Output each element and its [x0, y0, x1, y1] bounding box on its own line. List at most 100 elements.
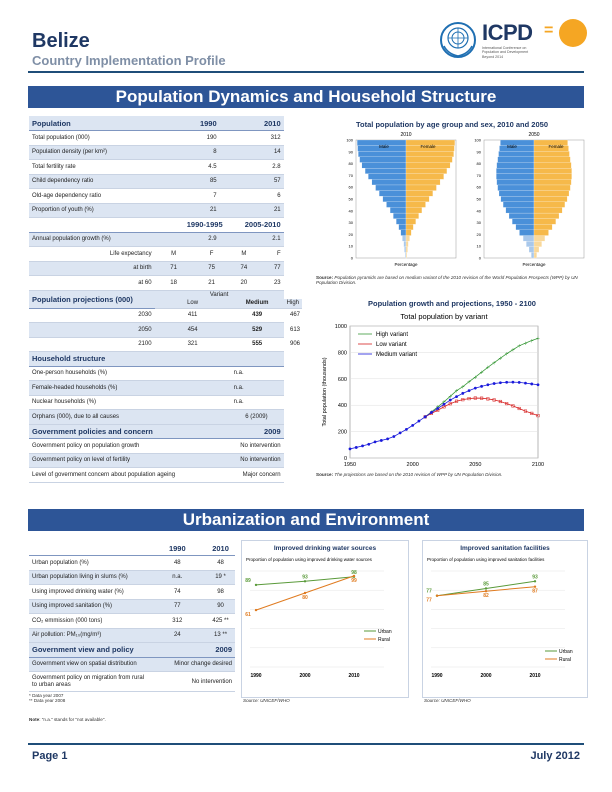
row-value: Minor change desired: [148, 657, 235, 672]
series-marker: [303, 580, 307, 583]
age-tick-label: 40: [477, 208, 482, 213]
age-tick-label: 30: [349, 220, 354, 225]
series-marker: +: [454, 388, 458, 394]
col-low: Low: [154, 299, 231, 309]
icpd-logo: ICPD = International Conference on Popul…: [438, 16, 590, 64]
row-value: No intervention: [230, 453, 284, 468]
male-bar: [500, 196, 535, 202]
series-marker: [511, 404, 515, 408]
section-title-population: Population Dynamics and Household Struct…: [28, 86, 584, 108]
series-marker: [435, 594, 439, 597]
legend-label: Rural: [559, 657, 571, 663]
female-bar: [405, 139, 455, 146]
female-bar: [533, 224, 553, 231]
series-marker: [492, 398, 496, 402]
series-marker: [448, 402, 452, 406]
row-value: 21: [192, 275, 231, 291]
female-bar: [533, 207, 563, 214]
period-header: 2005-2010: [230, 217, 284, 233]
y-tick-label: 1000: [335, 324, 347, 330]
source-label: Source:: [316, 472, 334, 477]
series-marker: +: [530, 338, 534, 344]
row-label: Urban population (%): [29, 555, 149, 571]
pyramid-source: Source: Population pyramids are based on…: [316, 275, 586, 285]
y-tick-label: 400: [338, 403, 347, 409]
series-marker: +: [442, 400, 446, 406]
x-tick-label: 2000: [480, 673, 491, 679]
age-tick-label: 60: [349, 185, 354, 190]
male-bar: [496, 173, 535, 180]
age-tick-label: 10: [477, 244, 482, 249]
row-value: 24: [148, 628, 207, 643]
row-label: Air pollution: PM₁₀(mg/m³): [29, 628, 149, 643]
age-tick-label: 50: [477, 197, 482, 202]
row-value: 74: [230, 261, 258, 276]
female-bar: [533, 212, 560, 219]
data-label: 98: [351, 570, 357, 576]
age-tick-label: 60: [477, 185, 482, 190]
chart-subtitle: Proportion of population using improved …: [427, 557, 545, 562]
row-value: 77: [148, 599, 207, 614]
legend-label: High variant: [376, 332, 408, 338]
population-table: Population 1990 2010 Total population (0…: [29, 116, 302, 483]
proj-low: 454: [154, 322, 231, 338]
series-marker: [367, 442, 371, 446]
row-value: 312: [230, 130, 284, 146]
chart-subtitle: Proportion of population using improved …: [246, 557, 373, 562]
series-marker: [480, 384, 483, 388]
footnote: * Data year 2007: [29, 693, 64, 698]
proj-medium: 555: [230, 337, 284, 352]
age-tick-label: 10: [349, 244, 354, 249]
series-marker: [492, 382, 496, 385]
series-marker: [379, 439, 383, 442]
age-tick-label: 50: [349, 197, 354, 202]
row-value: 14: [230, 145, 284, 160]
proj-low: 321: [154, 337, 231, 352]
row-value: 21: [230, 203, 284, 218]
sanitation-chart: Proportion of population using improved …: [426, 557, 573, 679]
proj-medium: 529: [230, 322, 284, 338]
water-chart: Proportion of population using improved …: [245, 557, 392, 679]
male-bar: [531, 252, 535, 259]
row-value: 48: [148, 555, 207, 571]
legend-label: Low variant: [376, 342, 407, 348]
note-text: : "n.a." stands for "not available".: [39, 717, 106, 722]
male-bar: [403, 241, 407, 247]
series-marker: [486, 383, 490, 387]
footnote: ** Data year 2008: [29, 698, 66, 703]
legend-label: Urban: [378, 629, 392, 635]
pyramid-title: Total population by age group and sex, 2…: [356, 120, 548, 129]
row-value: 75: [192, 261, 231, 276]
male-bar: [379, 190, 407, 197]
source-label: Source:: [316, 275, 334, 280]
row-label: Child dependency ratio: [29, 174, 155, 189]
male-bar: [400, 229, 407, 236]
row-value: 2.8: [230, 159, 284, 175]
series-marker: [505, 380, 509, 384]
household-header: Household structure: [29, 351, 284, 367]
series-marker: [436, 407, 440, 410]
male-bar: [393, 212, 407, 219]
male-bar: [496, 162, 535, 169]
row-label: Nuclear households (%): [29, 395, 231, 410]
section-title-urbanization: Urbanization and Environment: [28, 509, 584, 531]
male-bar: [371, 179, 407, 186]
series-marker: +: [486, 365, 490, 371]
data-label: 89: [245, 578, 251, 584]
series-marker: +: [517, 344, 521, 350]
row-label: Population density (per km²): [29, 145, 155, 160]
table-header-year: 1990: [154, 116, 231, 131]
col-female: F: [257, 246, 284, 262]
male-bar: [398, 224, 407, 231]
sanitation-chart-title: Improved sanitation facilities: [460, 545, 550, 552]
male-bar: [508, 212, 535, 219]
female-bar: [405, 246, 408, 253]
life-expectancy-label: Life expectancy: [29, 246, 155, 262]
row-label: at birth: [29, 261, 155, 276]
female-bar: [405, 162, 451, 169]
row-label: Government view on spatial distribution: [29, 657, 149, 672]
y-tick-label: 0: [344, 456, 347, 462]
view-header: Government view and policy: [29, 642, 207, 658]
series-marker: [498, 399, 502, 404]
